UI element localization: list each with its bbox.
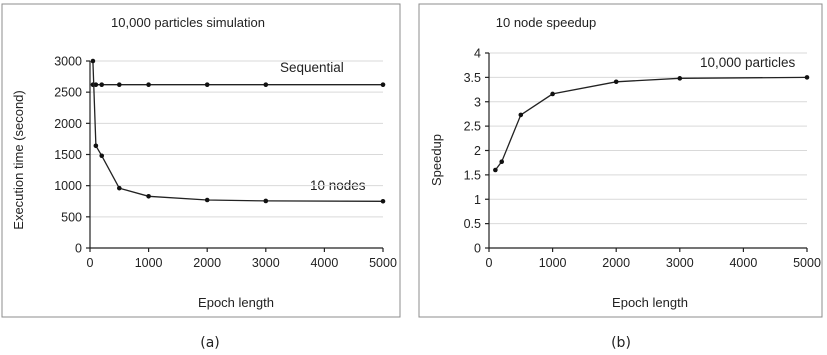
chart-a-ytick-label: 500 (61, 210, 82, 224)
chart-a-ytick-label: 2500 (54, 86, 82, 100)
chart-b-ytick-label: 1 (474, 193, 481, 207)
chart-a-xtick-label: 2000 (193, 256, 221, 270)
chart-a-xlabel: Epoch length (198, 295, 274, 310)
chart-b-point-10-000-particles (804, 75, 810, 80)
chart-a-point-sequential (99, 82, 105, 87)
chart-a-xtick-label: 5000 (369, 256, 397, 270)
chart-b-ytick-label: 0.5 (464, 217, 481, 231)
chart-a-ytick-label: 1000 (54, 179, 82, 193)
chart-b-xtick-label: 3000 (666, 256, 694, 270)
chart-a-xtick-label: 1000 (135, 256, 163, 270)
chart-b-point-10-000-particles (550, 91, 555, 97)
chart-a-point-10-nodes (380, 198, 386, 204)
caption-b: (b) (611, 335, 631, 351)
chart-b-point-10-000-particles (499, 159, 505, 165)
chart-b-ytick-label: 4 (474, 47, 481, 61)
chart-a-title: 10,000 particles simulation (111, 15, 265, 30)
chart-a-point-10-nodes (93, 143, 99, 149)
chart-b-ytick-label: 2 (474, 144, 481, 158)
chart-a-point-10-nodes (99, 153, 105, 159)
chart-a-ytick-label: 1500 (54, 148, 82, 162)
chart-a-point-sequential (263, 82, 269, 87)
chart-a-point-10-nodes (263, 198, 269, 204)
chart-b-ytick-label: 1.5 (464, 168, 481, 182)
chart-b-point-10-000-particles (677, 76, 683, 81)
caption-a: (a) (200, 335, 220, 351)
chart-a-point-10-nodes (117, 185, 122, 191)
chart-a-ylabel: Execution time (second) (11, 90, 26, 229)
chart-b-point-10-000-particles (493, 167, 498, 173)
chart-a-point-sequential (117, 82, 122, 87)
chart-a-point-sequential (204, 82, 210, 87)
chart-a-point-sequential (146, 82, 151, 87)
chart-b-xtick-label: 2000 (602, 256, 630, 270)
chart-a-xtick-label: 0 (87, 256, 94, 270)
chart-b-xtick-label: 0 (486, 256, 493, 270)
chart-b-xtick-label: 1000 (539, 256, 567, 270)
chart-speedup: 10 node speedup Speedup Epoch length 10,… (418, 3, 823, 318)
chart-a-frame (1, 3, 401, 318)
chart-b-point-10-000-particles (518, 112, 524, 118)
chart-a-ytick-label: 2000 (54, 117, 82, 131)
chart-a-ytick-label: 0 (75, 242, 82, 256)
chart-b-ytick-label: 2.5 (464, 120, 481, 134)
chart-b-point-10-000-particles (613, 79, 619, 85)
chart-a-ytick-label: 3000 (54, 55, 82, 69)
chart-b-title: 10 node speedup (496, 15, 596, 30)
chart-a-label-sequential: Sequential (280, 60, 344, 75)
chart-b-ytick-label: 0 (474, 242, 481, 256)
chart-a-point-sequential (93, 82, 99, 87)
chart-b-frame (418, 3, 823, 318)
chart-b-xlabel: Epoch length (612, 295, 688, 310)
chart-execution-time: 10,000 particles simulation Execution ti… (1, 3, 401, 318)
chart-b-ylabel: Speedup (429, 134, 444, 186)
chart-b-xtick-label: 5000 (793, 256, 821, 270)
chart-b-ytick-label: 3 (474, 95, 481, 109)
chart-a-point-10-nodes (204, 197, 210, 203)
chart-b-ytick-label: 3.5 (464, 71, 481, 85)
chart-a-xtick-label: 3000 (252, 256, 280, 270)
chart-a-point-10-nodes (90, 58, 96, 64)
chart-a-point-sequential (380, 82, 386, 87)
chart-b-xtick-label: 4000 (729, 256, 757, 270)
chart-a-point-10-nodes (146, 193, 151, 199)
chart-b-label-series: 10,000 particles (700, 55, 796, 70)
chart-a-xtick-label: 4000 (310, 256, 338, 270)
